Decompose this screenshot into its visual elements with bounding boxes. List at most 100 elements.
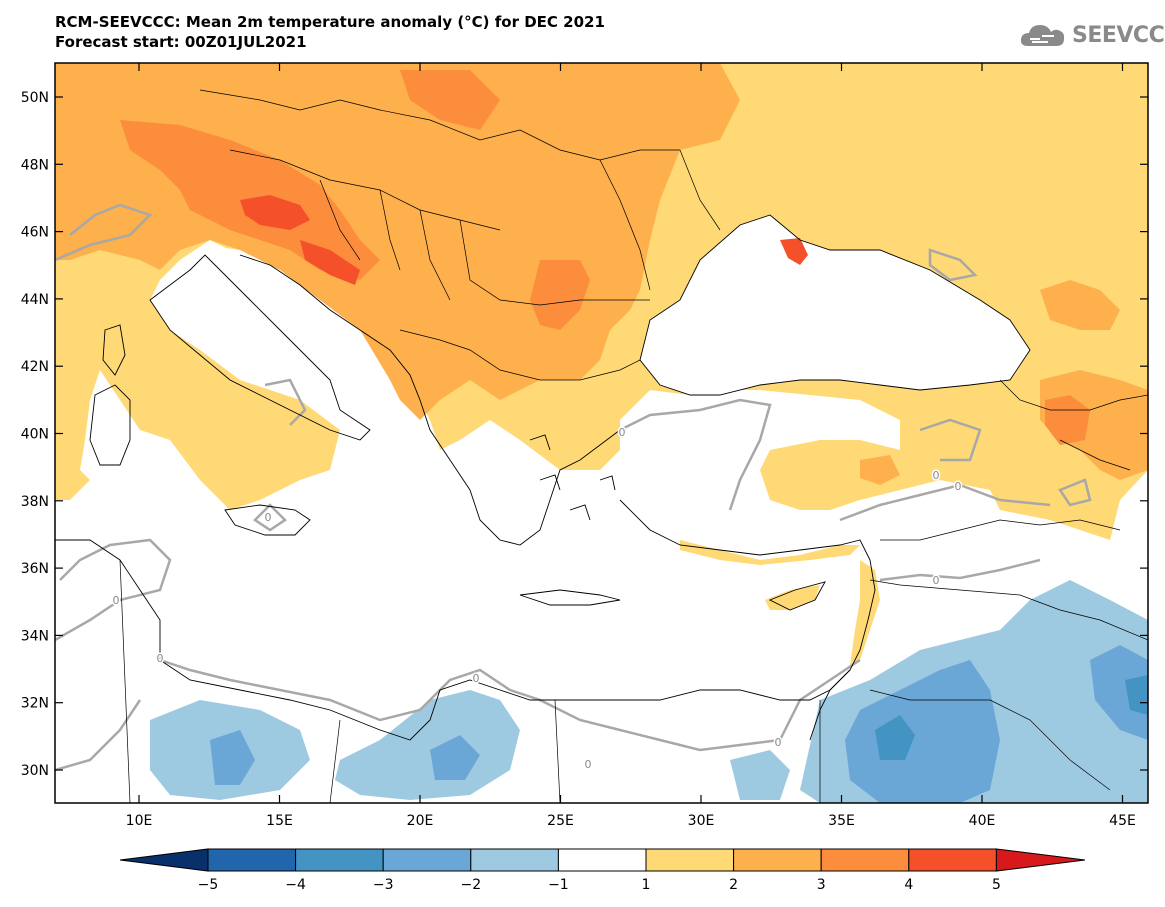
coastline-levant	[809, 559, 876, 741]
coastline-cyprus	[768, 581, 826, 611]
colorbar-label: 2	[729, 877, 738, 893]
colorbar-label: 5	[992, 877, 1001, 893]
contour-label: 0	[933, 574, 940, 587]
lat-label: 36N	[21, 561, 49, 577]
adriatic-no-anomaly	[205, 245, 380, 380]
anomaly-region-warm-3-north	[400, 70, 500, 130]
coastline-adriatic-east	[239, 254, 621, 546]
colorbar-segment	[645, 848, 735, 872]
anomaly-region-warm-2-anatolia	[860, 455, 900, 485]
anomaly-region-warm-4-alps	[240, 195, 310, 230]
coastline-italy	[149, 254, 371, 441]
anomaly-region-warm-2-ne	[1040, 280, 1120, 330]
contour-label: 0	[933, 469, 940, 482]
contour-line	[1058, 478, 1092, 507]
coastline-turkey-south	[619, 499, 871, 561]
lon-label: 30E	[688, 813, 715, 829]
anomaly-region-cool-1-sinai	[730, 750, 790, 800]
colorbar-label: −4	[285, 877, 306, 893]
anomaly-region-warm-1-coast-b	[680, 540, 860, 565]
contour-line	[619, 398, 772, 511]
contour-line	[839, 483, 1051, 522]
coastline-corsica	[102, 324, 126, 376]
lat-label: 34N	[21, 628, 49, 644]
colorbar-segment	[207, 848, 297, 872]
border-line	[399, 329, 641, 381]
colorbar-segment	[382, 848, 472, 872]
lon-label: 20E	[407, 813, 434, 829]
lat-label: 48N	[21, 157, 49, 173]
longitude-axis: 10E 15E 20E 25E 30E 35E 40E 45E	[126, 63, 1136, 829]
colorbar-label: −5	[198, 877, 219, 893]
colorbar-segment	[908, 848, 997, 872]
contour-line	[928, 248, 978, 282]
lat-label: 32N	[21, 696, 49, 712]
cloud-icon	[1020, 25, 1065, 46]
title-line-2: Forecast start: 00Z01JUL2021	[55, 33, 307, 51]
contour-line	[55, 203, 153, 262]
coastline-crete	[519, 589, 621, 606]
colorbar-label: 4	[904, 877, 913, 893]
colorbar-segment	[733, 848, 822, 872]
border-line	[119, 559, 821, 803]
lat-label: 42N	[21, 359, 49, 375]
zero-contours	[55, 203, 1092, 772]
lon-label: 15E	[266, 813, 293, 829]
lon-label: 25E	[547, 813, 574, 829]
contour-label: 0	[775, 736, 782, 749]
lon-label: 45E	[1109, 813, 1136, 829]
colorbar-segment	[820, 848, 910, 872]
anomaly-region-cool-1-libya	[335, 690, 520, 800]
lon-label: 10E	[126, 813, 153, 829]
anomaly-region-cool-2-libya	[430, 735, 480, 780]
contour-label: 0	[585, 758, 592, 771]
latitude-axis: 50N 48N 46N 44N 42N 40N 38N 36N 34N 32N 30N	[21, 90, 1148, 779]
coastlines	[55, 214, 1031, 741]
anomaly-region-cool-3-jordan	[875, 715, 915, 760]
title-line-1: RCM-SEEVCCC: Mean 2m temperature anomaly…	[55, 13, 605, 31]
colorbar-arrow-left	[119, 848, 209, 872]
colorbar-label: −1	[548, 877, 569, 893]
colorbar-legend: −5 −4 −3 −2 −1 1 2 3 4 5	[119, 848, 1086, 893]
anomaly-region-warm-3-east	[1045, 395, 1090, 445]
contour-line	[253, 503, 287, 532]
coastline-black-sea	[639, 214, 1031, 396]
border-line	[999, 379, 1148, 471]
anomaly-region-cool-2-iraq	[1090, 645, 1148, 740]
contour-label: 0	[955, 480, 962, 493]
border-line	[869, 579, 1148, 641]
border-line	[199, 89, 680, 161]
map-title: RCM-SEEVCCC: Mean 2m temperature anomaly…	[55, 12, 605, 52]
contour-line	[264, 378, 307, 426]
anomaly-region-cool-2-middle-east	[845, 660, 1000, 803]
lat-label: 46N	[21, 225, 49, 241]
anomaly-region-cool-3-iraq	[1125, 675, 1148, 715]
contour-line	[55, 538, 172, 642]
coastline-sardinia	[89, 384, 131, 466]
anomaly-region-warm-1-cyprus	[765, 585, 820, 610]
contour-line	[919, 418, 982, 462]
coastline-africa	[55, 539, 851, 741]
colorbar-label: −2	[460, 877, 481, 893]
country-borders	[119, 89, 1148, 803]
colorbar-segment	[470, 848, 559, 872]
seevccc-logo: SEEVCCC	[1018, 20, 1165, 50]
border-line	[599, 149, 721, 291]
contour-line	[55, 699, 142, 772]
contour-line	[159, 658, 861, 752]
contour-label: 0	[619, 426, 626, 439]
anomaly-region-warm-1-coast-c	[850, 560, 880, 665]
contour-labels: 0 0 0 0 0 0 0 0 0 0	[111, 425, 963, 773]
lon-label: 35E	[828, 813, 855, 829]
border-line	[880, 519, 1121, 541]
lat-label: 50N	[21, 90, 49, 106]
lat-label: 40N	[21, 427, 49, 443]
contour-label: 0	[265, 511, 272, 524]
anomaly-region-warm-4-crimea	[780, 238, 808, 265]
anomaly-region-warm-3-balkan	[530, 260, 590, 330]
anomaly-region-cool-2-africa	[210, 730, 255, 785]
contour-line	[879, 558, 1041, 582]
lat-label: 38N	[21, 494, 49, 510]
contour-label: 0	[113, 594, 120, 607]
colorbar-label: 1	[642, 877, 651, 893]
